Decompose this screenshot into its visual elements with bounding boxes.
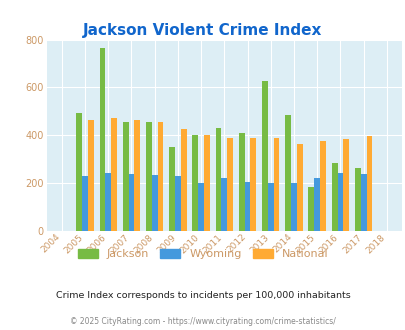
- Legend: Jackson, Wyoming, National: Jackson, Wyoming, National: [73, 244, 332, 263]
- Bar: [128, 174, 134, 231]
- Bar: [227, 138, 232, 231]
- Bar: [308, 187, 313, 231]
- Text: Jackson Violent Crime Index: Jackson Violent Crime Index: [83, 23, 322, 38]
- Bar: [175, 177, 180, 231]
- Text: © 2025 CityRating.com - https://www.cityrating.com/crime-statistics/: © 2025 CityRating.com - https://www.city…: [70, 317, 335, 326]
- Bar: [134, 120, 140, 231]
- Bar: [111, 118, 117, 231]
- Bar: [261, 82, 267, 231]
- Bar: [157, 122, 163, 231]
- Bar: [244, 182, 250, 231]
- Text: Crime Index corresponds to incidents per 100,000 inhabitants: Crime Index corresponds to incidents per…: [55, 291, 350, 300]
- Bar: [285, 115, 290, 231]
- Bar: [267, 183, 273, 231]
- Bar: [296, 144, 302, 231]
- Bar: [250, 138, 256, 231]
- Bar: [319, 141, 325, 231]
- Bar: [192, 135, 198, 231]
- Bar: [76, 113, 82, 231]
- Bar: [145, 122, 151, 231]
- Bar: [354, 168, 360, 231]
- Bar: [169, 147, 175, 231]
- Bar: [122, 122, 128, 231]
- Bar: [331, 163, 337, 231]
- Bar: [366, 137, 371, 231]
- Bar: [221, 178, 227, 231]
- Bar: [343, 139, 348, 231]
- Bar: [198, 183, 203, 231]
- Bar: [105, 173, 111, 231]
- Bar: [238, 133, 244, 231]
- Bar: [273, 138, 279, 231]
- Bar: [203, 135, 209, 231]
- Bar: [180, 129, 186, 231]
- Bar: [337, 173, 343, 231]
- Bar: [82, 176, 88, 231]
- Bar: [151, 175, 157, 231]
- Bar: [360, 174, 366, 231]
- Bar: [215, 128, 221, 231]
- Bar: [290, 183, 296, 231]
- Bar: [313, 178, 319, 231]
- Bar: [99, 48, 105, 231]
- Bar: [88, 120, 94, 231]
